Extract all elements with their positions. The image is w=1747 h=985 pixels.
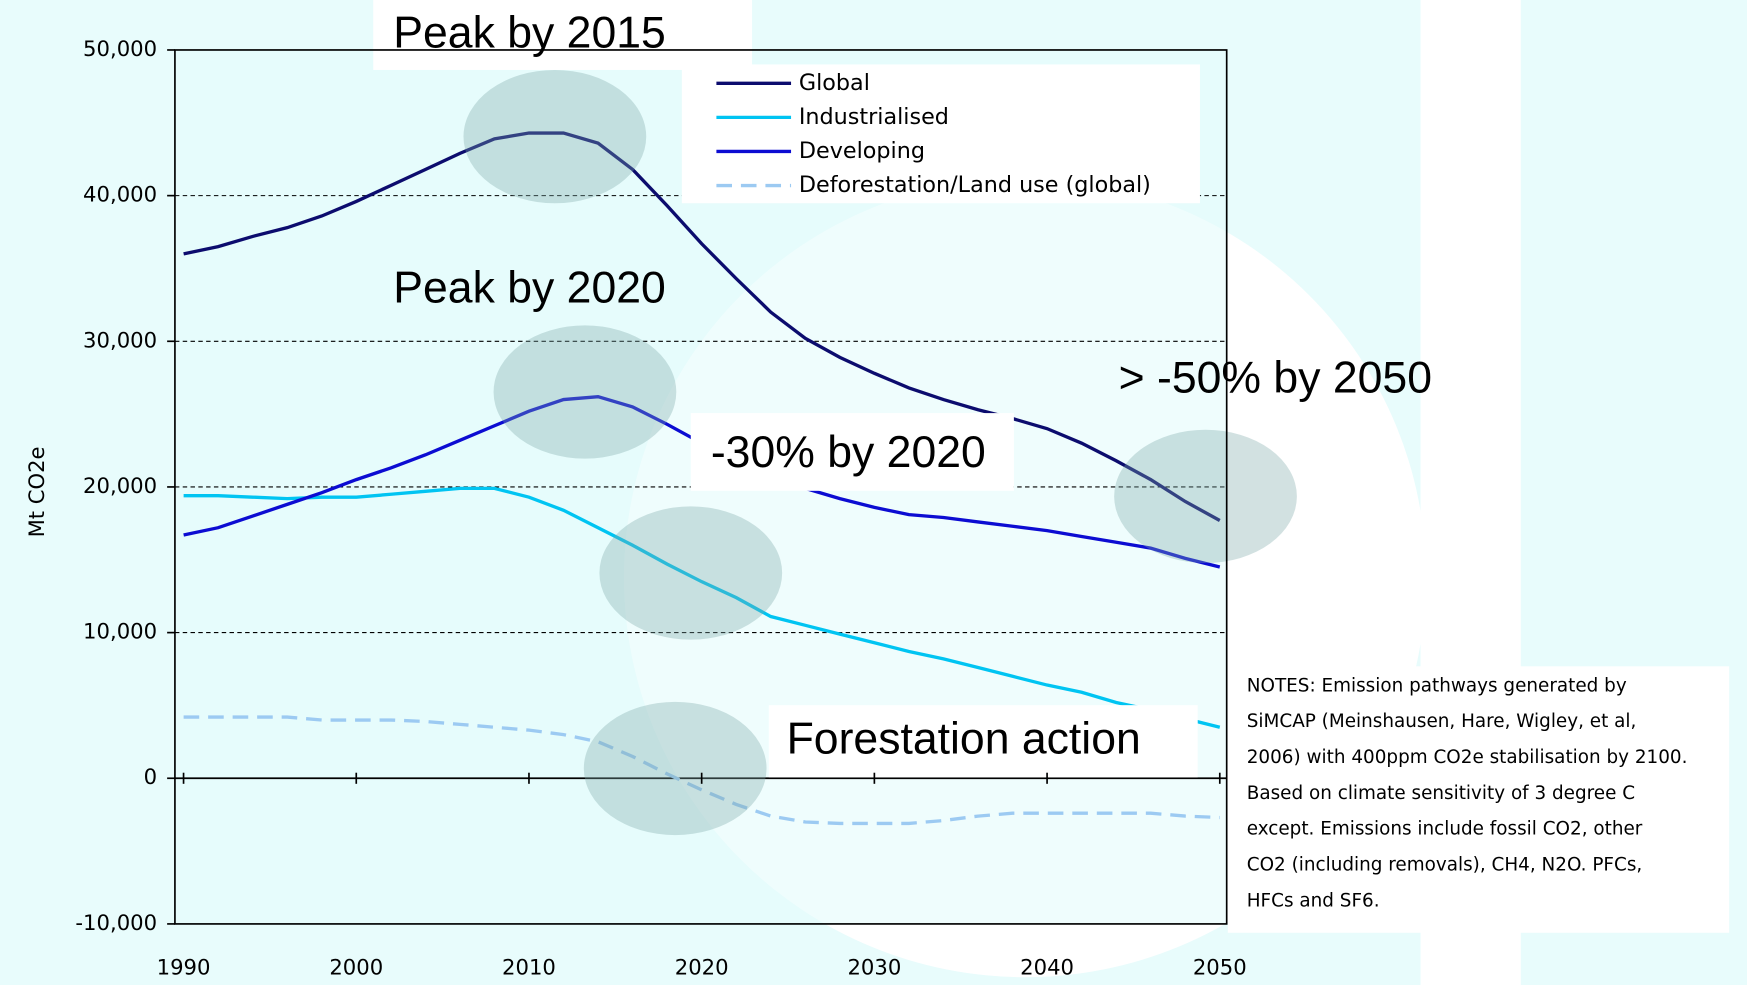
note-line: SiMCAP (Meinshausen, Hare, Wigley, et al… xyxy=(1247,711,1637,732)
x-tick-label: 1990 xyxy=(157,954,211,979)
annotation-box xyxy=(768,705,1198,778)
annotation: Peak by 2015 xyxy=(393,8,666,57)
y-tick-label: 20,000 xyxy=(83,473,157,498)
x-tick-label: 2030 xyxy=(847,954,901,979)
annotation: Forestation action xyxy=(787,715,1141,764)
annotation: Peak by 2020 xyxy=(393,264,666,313)
series-line xyxy=(183,715,1220,826)
legend-label: Global xyxy=(799,70,870,96)
legend: Global Industrialised Developing Deforestat… xyxy=(716,70,1151,198)
y-axis-label: Mt CO2e xyxy=(24,446,49,537)
legend-label: Deforestation/Land use (global) xyxy=(799,172,1151,198)
y-tick-label: 50,000 xyxy=(83,36,157,61)
y-tick-label: 30,000 xyxy=(83,327,157,352)
annotation-box xyxy=(690,413,1014,491)
note-line: except. Emissions include fossil CO2, ot… xyxy=(1247,819,1643,840)
x-tick-label: 2020 xyxy=(675,954,729,979)
legend-box xyxy=(681,64,1200,204)
legend-label: Developing xyxy=(799,138,925,164)
note-line: 2006) with 400ppm CO2e stabilisation by … xyxy=(1247,747,1688,768)
y-tick-label: 40,000 xyxy=(83,182,157,207)
annotation: -30% by 2020 xyxy=(711,428,986,477)
note-line: HFCs and SF6. xyxy=(1247,891,1380,912)
notes: NOTES: Emission pathways generated by SiM… xyxy=(1247,675,1688,911)
series-line xyxy=(183,486,1221,729)
x-tick-label: 2010 xyxy=(502,954,556,979)
note-line: CO2 (including removals), CH4, N2O. PFCs… xyxy=(1247,855,1643,876)
x-tick-label: 2050 xyxy=(1193,954,1247,979)
annotation: > -50% by 2050 xyxy=(1119,354,1432,403)
y-tick-label: -10,000 xyxy=(75,910,157,935)
axes: -10,000 0 10,000 20,000 30,000 40,000 50,000 19… xyxy=(75,36,1246,979)
series-line xyxy=(183,131,1221,522)
notes-box xyxy=(1227,666,1730,933)
y-tick-label: 10,000 xyxy=(83,619,157,644)
overlays xyxy=(373,0,1730,933)
highlight xyxy=(583,701,767,836)
annotation-box xyxy=(373,0,753,70)
legend-label: Industrialised xyxy=(799,104,949,130)
x-tick-label: 2000 xyxy=(329,954,383,979)
note-line: Based on climate sensitivity of 3 degree… xyxy=(1247,783,1635,804)
highlight xyxy=(493,325,677,459)
note-line: NOTES: Emission pathways generated by xyxy=(1247,675,1627,696)
highlight xyxy=(599,506,783,640)
y-tick-label: 0 xyxy=(144,764,157,789)
highlight xyxy=(1114,429,1297,564)
highlight xyxy=(463,69,647,204)
x-tick-label: 2040 xyxy=(1020,954,1074,979)
plot-frame xyxy=(174,49,1228,925)
